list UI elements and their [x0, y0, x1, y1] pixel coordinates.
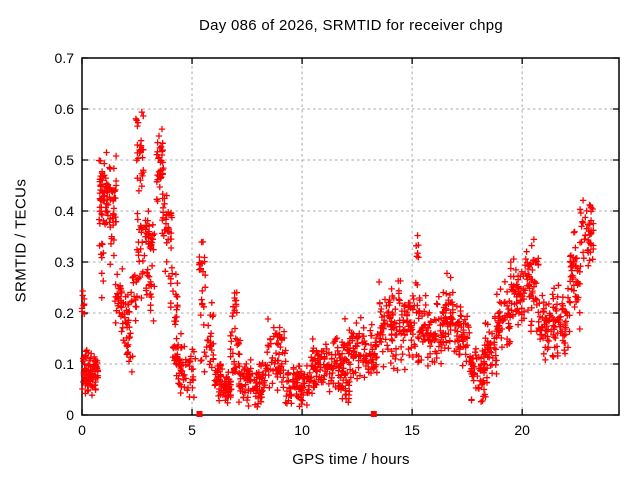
x-tick-label: 0 — [78, 422, 86, 438]
axis-square-marker — [370, 411, 377, 417]
x-axis-title: GPS time / hours — [292, 451, 410, 468]
x-tick-label: 5 — [188, 422, 196, 438]
x-tick-label: 10 — [294, 422, 310, 438]
x-tick-label: 20 — [514, 422, 530, 438]
plot-border — [81, 57, 620, 416]
y-tick-label: 0.3 — [54, 254, 74, 270]
x-tick-label: 15 — [404, 422, 420, 438]
scatter-series — [78, 108, 597, 410]
y-tick-label: 0.6 — [54, 101, 74, 117]
y-tick-label: 0 — [66, 407, 74, 423]
grid-lines — [82, 58, 619, 415]
axis-ticks — [81, 57, 619, 416]
y-tick-label: 0.7 — [54, 50, 74, 66]
y-tick-label: 0.1 — [54, 356, 74, 372]
axis-square-marker — [196, 411, 203, 417]
y-tick-label: 0.5 — [54, 152, 74, 168]
chart-title: Day 086 of 2026, SRMTID for receiver chp… — [198, 17, 504, 34]
y-tick-label: 0.4 — [54, 203, 74, 219]
y-tick-label: 0.2 — [54, 305, 74, 321]
